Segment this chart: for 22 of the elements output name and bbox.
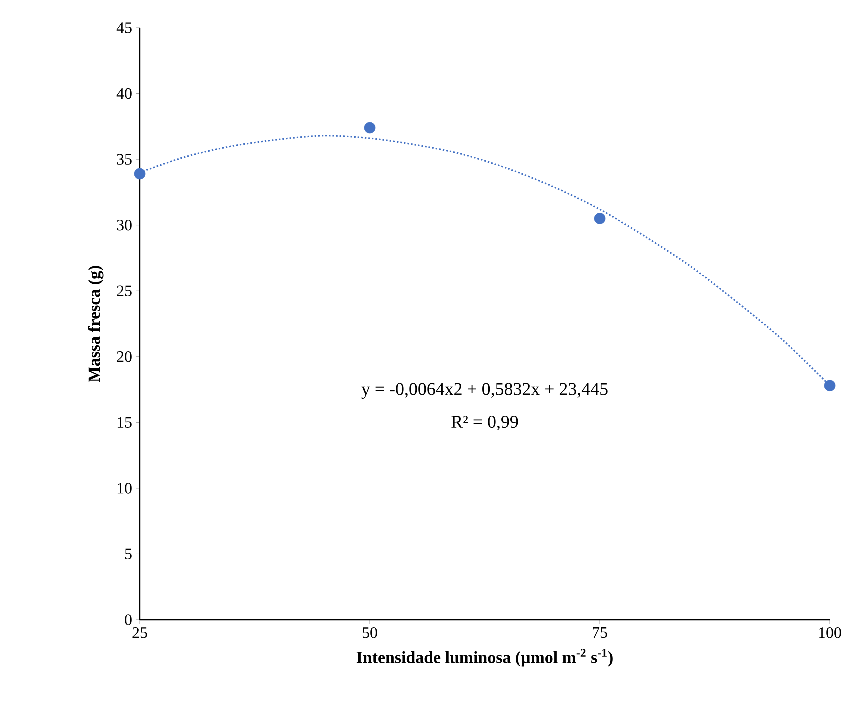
- y-tick-label: 35: [117, 154, 132, 165]
- y-tick-label: 25: [117, 286, 132, 296]
- x-tick-label: 100: [819, 628, 842, 638]
- y-tick-label: 30: [117, 220, 132, 231]
- point: [134, 168, 146, 180]
- point: [594, 213, 606, 224]
- y-tick-label: 20: [117, 352, 132, 362]
- y-tick-label: 10: [118, 483, 132, 494]
- annotation: R² = 0,99: [452, 416, 518, 431]
- x-axis-title: Intensidade luminosa (µmol m$^{-2}$ s$^{-1}$): [356, 649, 613, 667]
- x-tick-label: 25: [132, 628, 148, 638]
- point: [364, 122, 376, 134]
- point: [824, 380, 836, 392]
- y-tick-label: 0: [125, 614, 132, 626]
- y-tick-label: 40: [116, 88, 132, 100]
- annotation: y = -0,0064x2 + 0,5832x + 23,445: [362, 383, 608, 399]
- x-tick-label: 75: [593, 628, 608, 638]
- y-tick-label: 15: [118, 417, 132, 428]
- y-tick-label: 5: [125, 548, 132, 560]
- x-tick-label: 50: [362, 628, 378, 638]
- y-tick-label: 45: [116, 22, 132, 34]
- y-axis-title: Massa fresca (g): [88, 266, 104, 382]
